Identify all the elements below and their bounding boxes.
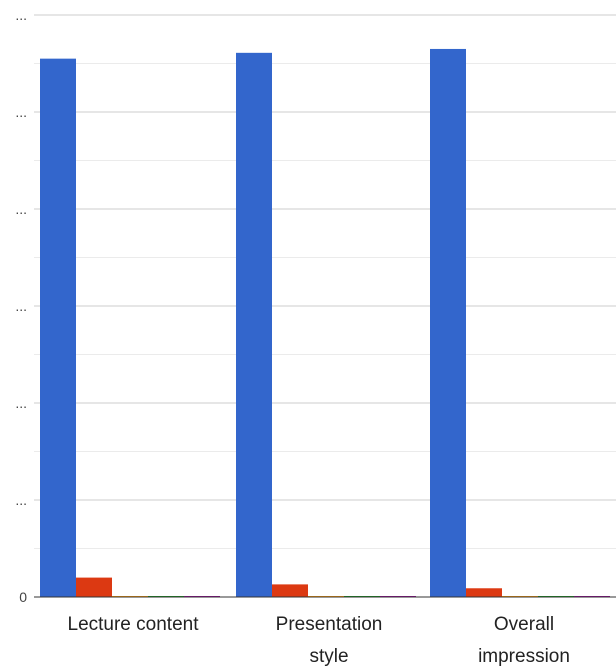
y-tick-label: ... [15,492,27,508]
y-tick-label: ... [15,7,27,23]
bar [466,588,502,597]
y-tick-label: ... [15,298,27,314]
bar [40,58,76,597]
y-tick-label: ... [15,395,27,411]
x-tick-label: Overall impression [478,614,570,666]
x-tick-label: Lecture content [68,614,200,635]
y-tick-label: 0 [19,589,27,605]
bar [236,52,272,597]
x-tick-label: Presentation style [276,614,383,666]
bar [272,584,308,597]
bar [430,48,466,597]
labels: 0.................. Lecture content Presen… [15,7,570,666]
bars [40,48,610,597]
bar [76,577,112,597]
y-tick-label: ... [15,104,27,120]
gridlines [34,14,616,549]
y-tick-label: ... [15,201,27,217]
